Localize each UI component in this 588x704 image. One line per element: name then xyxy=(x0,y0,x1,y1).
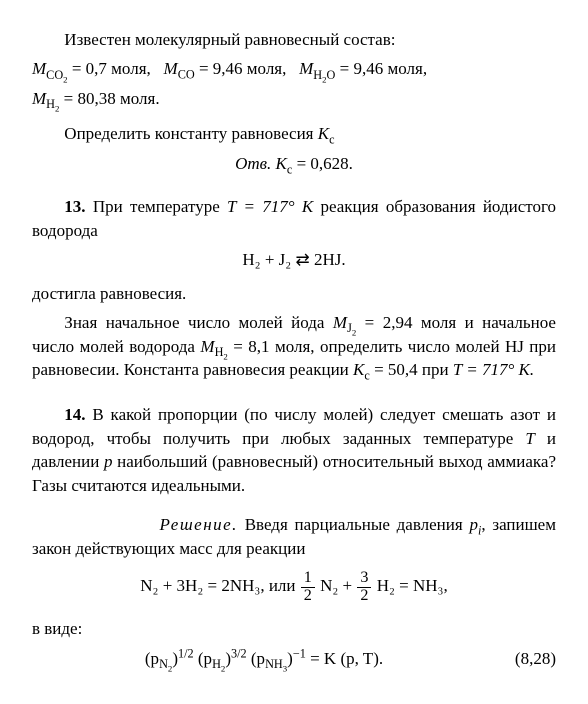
eq2-open3: (p xyxy=(251,649,265,668)
half-n: 1 xyxy=(301,570,315,588)
answer-eq: = 0,628. xyxy=(292,154,353,173)
co2-2: 2 xyxy=(63,74,67,84)
frac-threehalf: 32 xyxy=(357,570,371,605)
sym-M-h2: M xyxy=(32,89,46,108)
p14-solution-intro: Решение. Введя парциальные давления pi, … xyxy=(32,513,556,560)
h2-h: H xyxy=(46,97,55,111)
p13-Kc: K xyxy=(353,360,364,379)
p14-num: 14. xyxy=(64,405,85,424)
eq2-num-text: (8,28) xyxy=(515,649,556,668)
sym-pi: p xyxy=(469,515,478,534)
eq2-exp2: 3/2 xyxy=(231,646,247,660)
eq2-sub-nh3: NH3 xyxy=(265,657,287,671)
eq2-expm1: −1 xyxy=(293,646,306,660)
eq2-nh: NH xyxy=(265,657,283,671)
th-n: 3 xyxy=(357,570,371,588)
eq2-open2: (p xyxy=(198,649,212,668)
eq1-or: или xyxy=(265,576,300,595)
exp1n: 1 xyxy=(178,646,184,660)
th-d: 2 xyxy=(357,588,371,605)
p14-l2: в виде: xyxy=(32,617,556,640)
composition-line-2: MH2 = 80,38 моля. xyxy=(32,87,556,110)
p13-l1a: При температуре xyxy=(86,197,228,216)
sub-Kc: c xyxy=(329,133,334,147)
sym-M-h2o: M xyxy=(299,59,313,78)
p13-eq-text: H₂ + J₂ ⇄ 2HJ. xyxy=(242,250,345,269)
eq2-n2: 2 xyxy=(168,663,172,673)
p14-lead: 14. В какой пропорции (по числу молей) с… xyxy=(32,403,556,497)
eq2-open1: (p xyxy=(145,649,159,668)
p13-l3a: Зная начальное число молей йода xyxy=(64,313,333,332)
p14-l2-text: в виде: xyxy=(32,619,82,638)
frac-half: 12 xyxy=(301,570,315,605)
h2o-o: O xyxy=(327,68,336,82)
mj2-val: = 2,94 моля xyxy=(356,313,456,332)
p13-T: T = 717° K xyxy=(227,197,313,216)
eq2-sub-h2: H2 xyxy=(212,657,225,671)
exp2n: 3 xyxy=(231,646,237,660)
p13-Kc-val: = 50,4 при xyxy=(370,360,453,379)
eq2-h2: 2 xyxy=(221,663,225,673)
val-co: 9,46 моля, xyxy=(213,59,287,78)
intro-text: Известен молекулярный равновесный состав… xyxy=(64,30,395,49)
sub-h2: H2 xyxy=(46,97,59,111)
eq2-n: N xyxy=(159,657,168,671)
sub-MH2: H2 xyxy=(215,345,228,359)
eq2-nh3: 3 xyxy=(283,663,287,673)
p14-eq1: N₂ + 3H₂ = 2NH₃, или 12 N₂ + 32 H₂ = NH₃… xyxy=(32,570,556,605)
val-h2o: 9,46 моля, xyxy=(353,59,427,78)
eq1-b2: H₂ = NH₃, xyxy=(372,576,447,595)
sym-M-co2: M xyxy=(32,59,46,78)
sym-Kc: K xyxy=(318,124,329,143)
p13-T2: T = 717° K. xyxy=(453,360,534,379)
sub-co2: CO2 xyxy=(46,68,67,82)
composition-line-1: MCO2 = 0,7 моля, MCO = 9,46 моля, MH2O =… xyxy=(32,57,556,80)
val-co2: 0,7 моля, xyxy=(86,59,151,78)
exp2d: 2 xyxy=(241,646,247,660)
exp1d: 2 xyxy=(188,646,194,660)
solution-label: Решение. xyxy=(160,515,238,534)
h2o-h: H xyxy=(313,68,322,82)
answer-label: Отв. xyxy=(235,154,271,173)
eq2-exp1: 1/2 xyxy=(178,646,194,660)
p13-equation: H₂ + J₂ ⇄ 2HJ. xyxy=(32,248,556,271)
eq2-sub-n2: N2 xyxy=(159,657,172,671)
p14-sol-a: Введя парциальные давления xyxy=(238,515,470,534)
p13-l2: достигла равновесия. xyxy=(32,282,556,305)
p14-eq2: (pN2)1/2 (pH2)3/2 (pNH3)−1 = K (p, T). (… xyxy=(32,647,556,670)
sub-co: CO xyxy=(178,68,195,82)
sym-M-co: M xyxy=(164,59,178,78)
sub-h2o: H2O xyxy=(313,68,335,82)
answer-K: K xyxy=(276,154,287,173)
p13-l2-text: достигла равновесия. xyxy=(32,284,186,303)
mh2-val: = 8,1 моля xyxy=(228,337,310,356)
val-h2: 80,38 моля. xyxy=(78,89,160,108)
sym-MH2: M xyxy=(200,337,214,356)
sub-MJ2: J2 xyxy=(347,321,356,335)
intro-line: Известен молекулярный равновесный состав… xyxy=(32,28,556,51)
p13-num: 13. xyxy=(64,197,85,216)
co2-co: CO xyxy=(46,68,63,82)
task-line: Определить константу равновесия Kc xyxy=(32,122,556,145)
eq2-number: (8,28) xyxy=(496,647,556,670)
eq2-body: (pN2)1/2 (pH2)3/2 (pNH3)−1 = K (p, T). xyxy=(32,647,496,670)
eq2-tail: = K (p, T). xyxy=(310,649,383,668)
p14-Tvar: T xyxy=(525,429,534,448)
task-text: Определить константу равновесия xyxy=(64,124,317,143)
sym-MJ2: M xyxy=(333,313,347,332)
eq1-a: N₂ + 3H₂ = 2NH₃, xyxy=(140,576,264,595)
eq1-b1: N₂ + xyxy=(316,576,357,595)
p13-lead: 13. При температуре T = 717° K реакция о… xyxy=(32,195,556,242)
h2-2: 2 xyxy=(55,104,59,114)
p14-l1: В какой пропорции (по числу молей) следу… xyxy=(32,405,556,447)
p13-l3: Зная начальное число молей йода MJ2 = 2,… xyxy=(32,311,556,381)
eq2-h: H xyxy=(212,657,221,671)
answer-line: Отв. Kc = 0,628. xyxy=(32,152,556,175)
half-d: 2 xyxy=(301,588,315,605)
